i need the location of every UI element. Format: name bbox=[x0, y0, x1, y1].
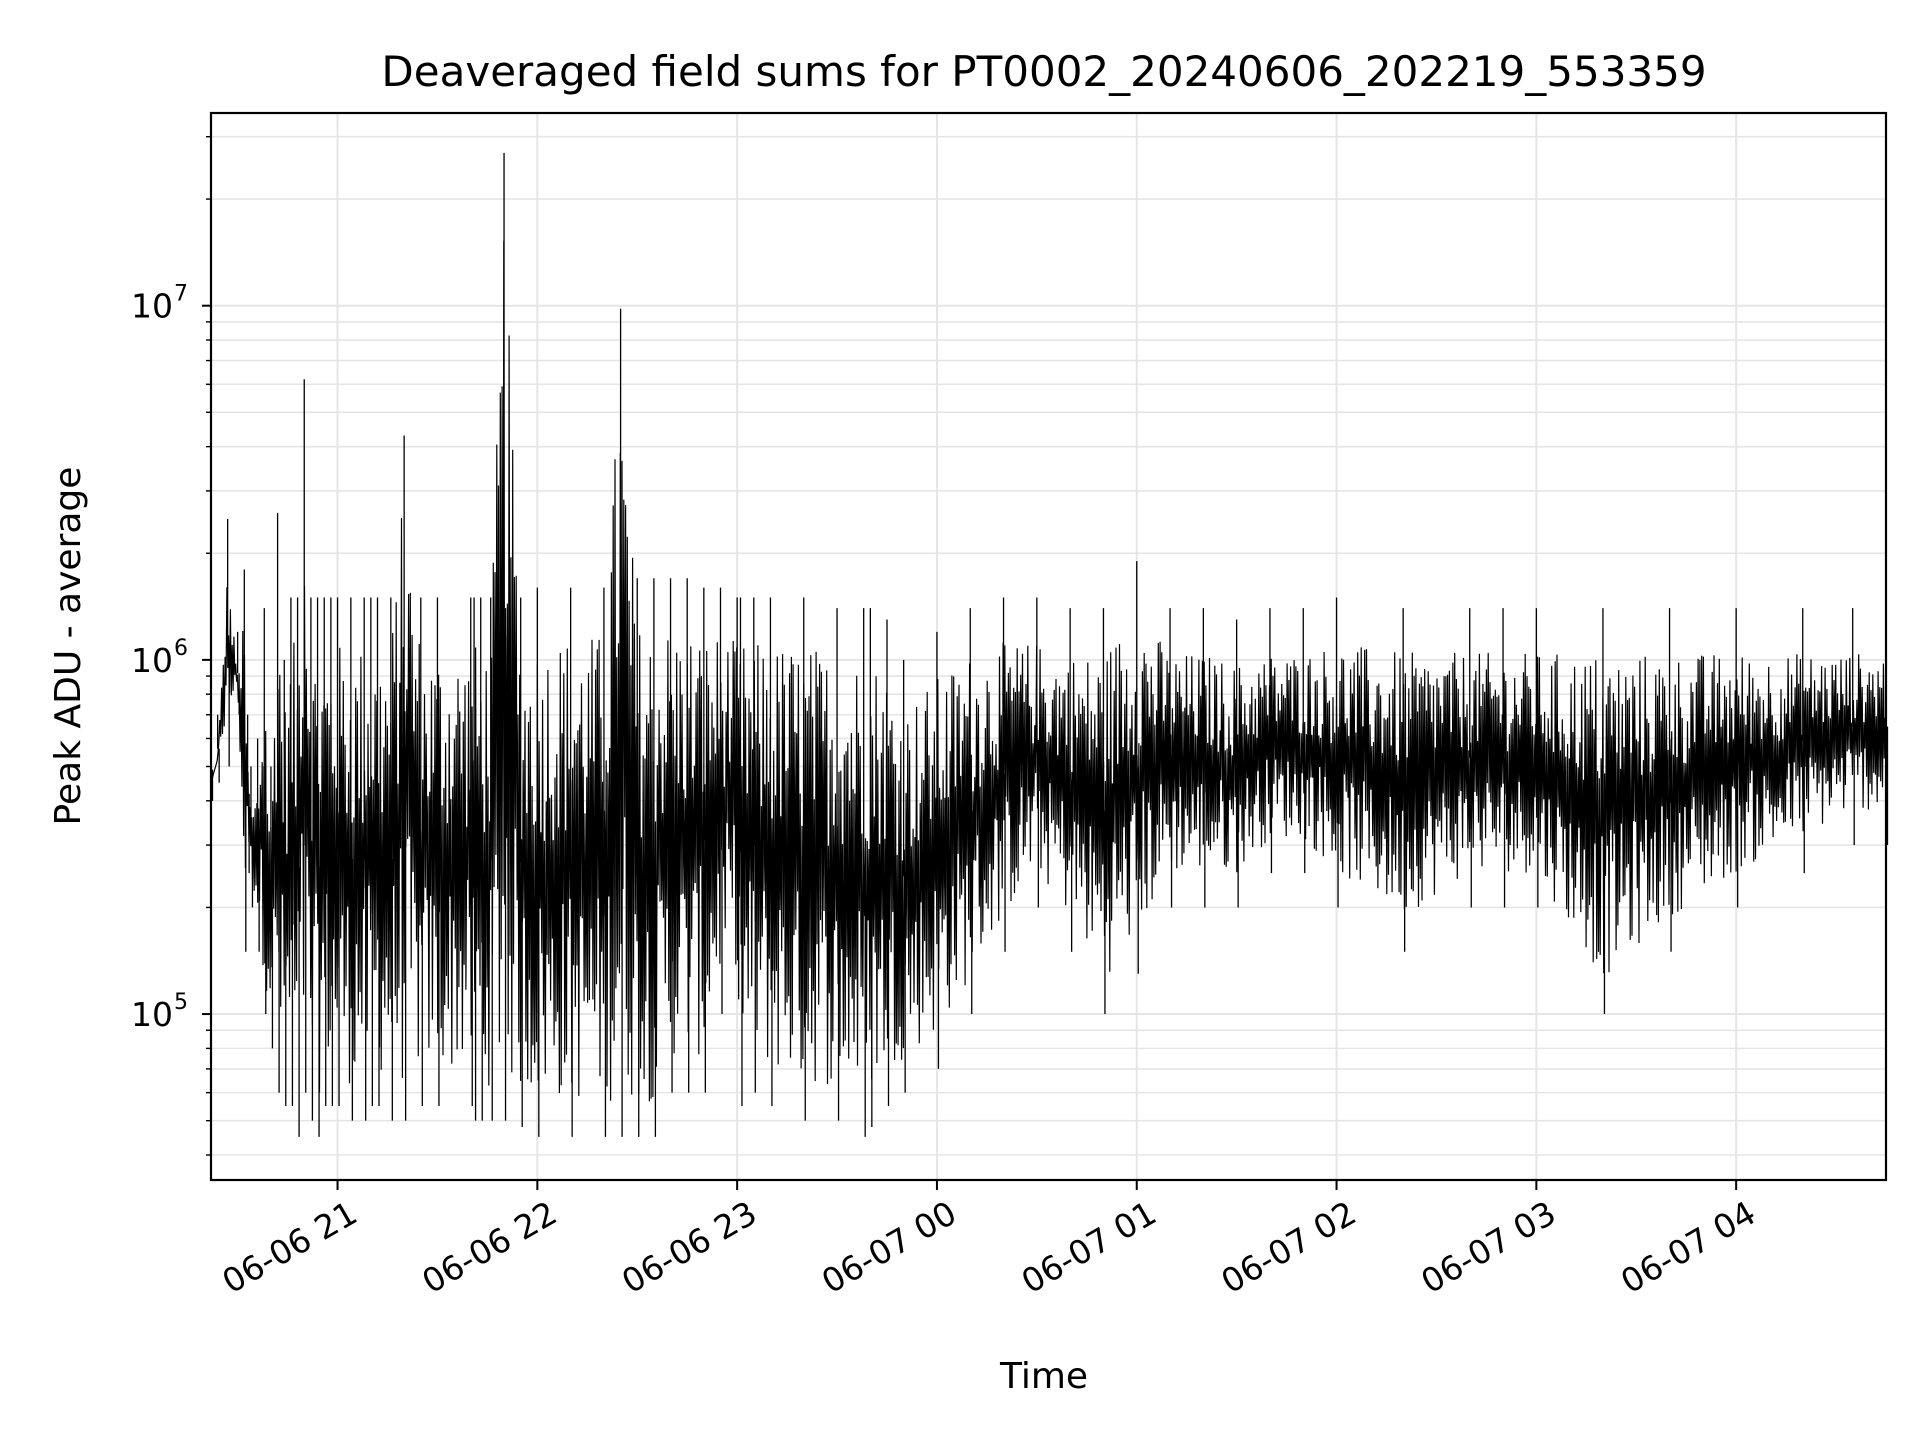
y-tick-base: 10 bbox=[131, 995, 173, 1034]
y-axis-label: Peak ADU - average bbox=[48, 467, 89, 826]
plot-frame bbox=[209, 111, 1888, 1182]
y-tick-exponent: 7 bbox=[174, 282, 188, 307]
y-tick-base: 10 bbox=[131, 287, 173, 326]
y-tick-label: 10 bbox=[131, 995, 173, 1034]
chart-title: Deaveraged field sums for PT0002_2024060… bbox=[381, 47, 1706, 96]
y-tick-exponent: 6 bbox=[174, 636, 188, 661]
data-layer bbox=[210, 152, 1889, 1137]
y-tick-base: 10 bbox=[131, 641, 173, 680]
x-axis-label: Time bbox=[999, 1356, 1088, 1397]
y-tick-label: 10 bbox=[131, 641, 173, 680]
y-tick-exponent: 5 bbox=[174, 990, 188, 1015]
y-tick-label: 10 bbox=[131, 287, 173, 326]
